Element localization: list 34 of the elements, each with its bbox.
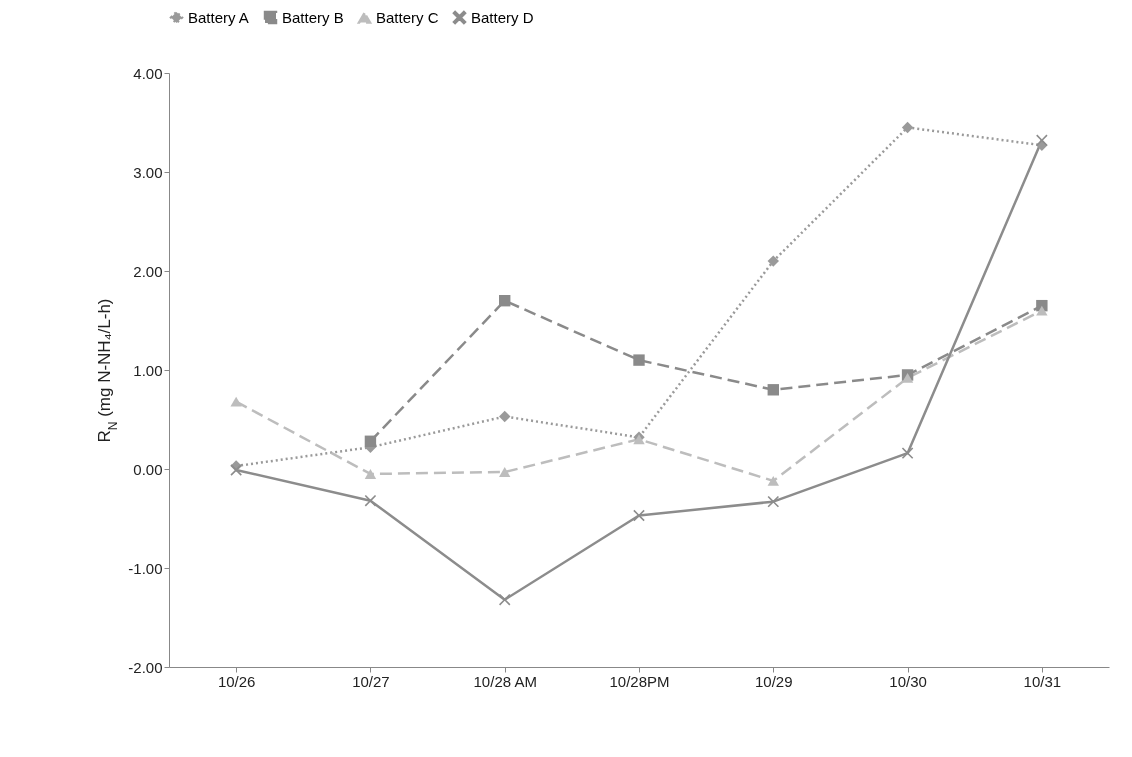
y-tick-label: 2.00 [133, 262, 163, 280]
y-tick-label: -2.00 [128, 658, 163, 676]
x-tick-label: 10/29 [755, 672, 793, 690]
y-tick-label: 3.00 [133, 163, 163, 181]
point [499, 410, 511, 423]
point [499, 295, 511, 307]
point [767, 495, 779, 508]
legend-label: Battery B [282, 8, 344, 26]
y-tick-label: 1.00 [133, 361, 163, 379]
point [767, 475, 779, 486]
point [901, 121, 914, 134]
x-tick-label: 10/30 [889, 672, 927, 690]
y-tick-label: 0.00 [133, 460, 163, 478]
point [499, 467, 511, 477]
point [364, 469, 377, 479]
point [499, 593, 511, 606]
x-tick-label: 10/27 [352, 672, 390, 690]
point [230, 464, 242, 476]
y-tick-label: 4.00 [133, 64, 163, 82]
point [364, 435, 377, 447]
x-tick-label: 10/28 AM [473, 672, 537, 690]
x-tick-label: 10/26 [217, 672, 256, 690]
legend-label: Battery D [471, 8, 534, 26]
point [767, 384, 779, 396]
legend-label: Battery C [376, 8, 439, 26]
point [230, 396, 242, 407]
point [1036, 305, 1048, 316]
x-tick-label: 10/31 [1023, 672, 1062, 690]
x-tick-label: 10/28PM [609, 672, 670, 690]
point [633, 354, 645, 366]
y-tick-label: -1.00 [128, 559, 163, 577]
legend-label: Battery A [188, 8, 249, 26]
point [364, 494, 377, 507]
point [767, 255, 779, 267]
